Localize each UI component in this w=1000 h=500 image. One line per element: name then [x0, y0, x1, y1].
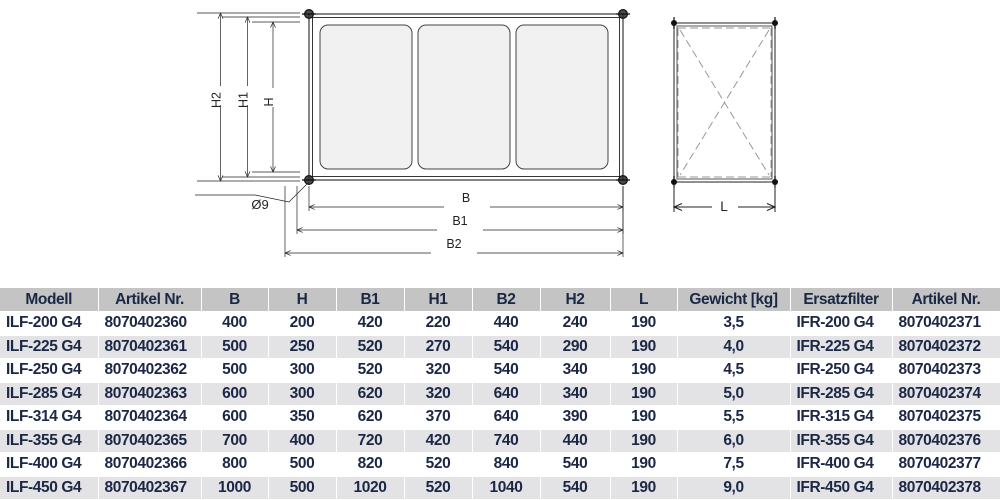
svg-text:H2: H2: [210, 92, 224, 108]
svg-text:B1: B1: [452, 214, 467, 228]
svg-text:Ø9: Ø9: [251, 197, 268, 212]
svg-text:B: B: [462, 191, 470, 205]
svg-text:L: L: [720, 199, 728, 214]
svg-text:B2: B2: [446, 237, 461, 251]
svg-text:H: H: [262, 97, 276, 106]
svg-text:H1: H1: [237, 92, 251, 108]
